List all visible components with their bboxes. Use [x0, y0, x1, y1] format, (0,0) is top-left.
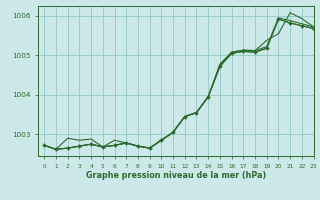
X-axis label: Graphe pression niveau de la mer (hPa): Graphe pression niveau de la mer (hPa) — [86, 171, 266, 180]
